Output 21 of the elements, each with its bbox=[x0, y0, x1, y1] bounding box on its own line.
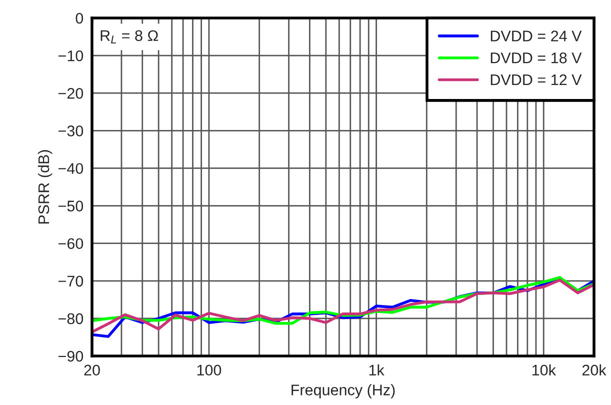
x-tick-label: 100 bbox=[197, 364, 222, 376]
x-tick-label: 10k bbox=[532, 364, 556, 376]
y-tick-label: −70 bbox=[58, 276, 84, 287]
y-tick-label: −30 bbox=[58, 126, 84, 136]
y-tick-label: −20 bbox=[58, 88, 84, 99]
legend-label: DVDD = 24 V bbox=[490, 30, 582, 42]
y-tick-label: −40 bbox=[58, 163, 84, 174]
y-tick-label: −90 bbox=[58, 350, 84, 362]
x-tick-label: 20 bbox=[84, 364, 100, 376]
legend-label: DVDD = 12 V bbox=[490, 74, 582, 86]
y-tick-label: −60 bbox=[58, 238, 84, 250]
x-tick-label: 20k bbox=[582, 364, 606, 376]
legend-label: DVDD = 18 V bbox=[490, 52, 582, 64]
y-tick-label: −80 bbox=[58, 313, 84, 324]
y-tick-label: 0 bbox=[76, 12, 84, 24]
x-axis-title: Frequency (Hz) bbox=[292, 384, 395, 398]
y-tick-label: −50 bbox=[58, 200, 84, 212]
y-tick-label: −10 bbox=[58, 50, 84, 62]
annotation: R$_{L}$ = 8 Ω bbox=[100, 30, 158, 44]
x-tick-label: 1k bbox=[369, 364, 384, 376]
y-axis-title: PSRR (dB) bbox=[38, 150, 52, 224]
